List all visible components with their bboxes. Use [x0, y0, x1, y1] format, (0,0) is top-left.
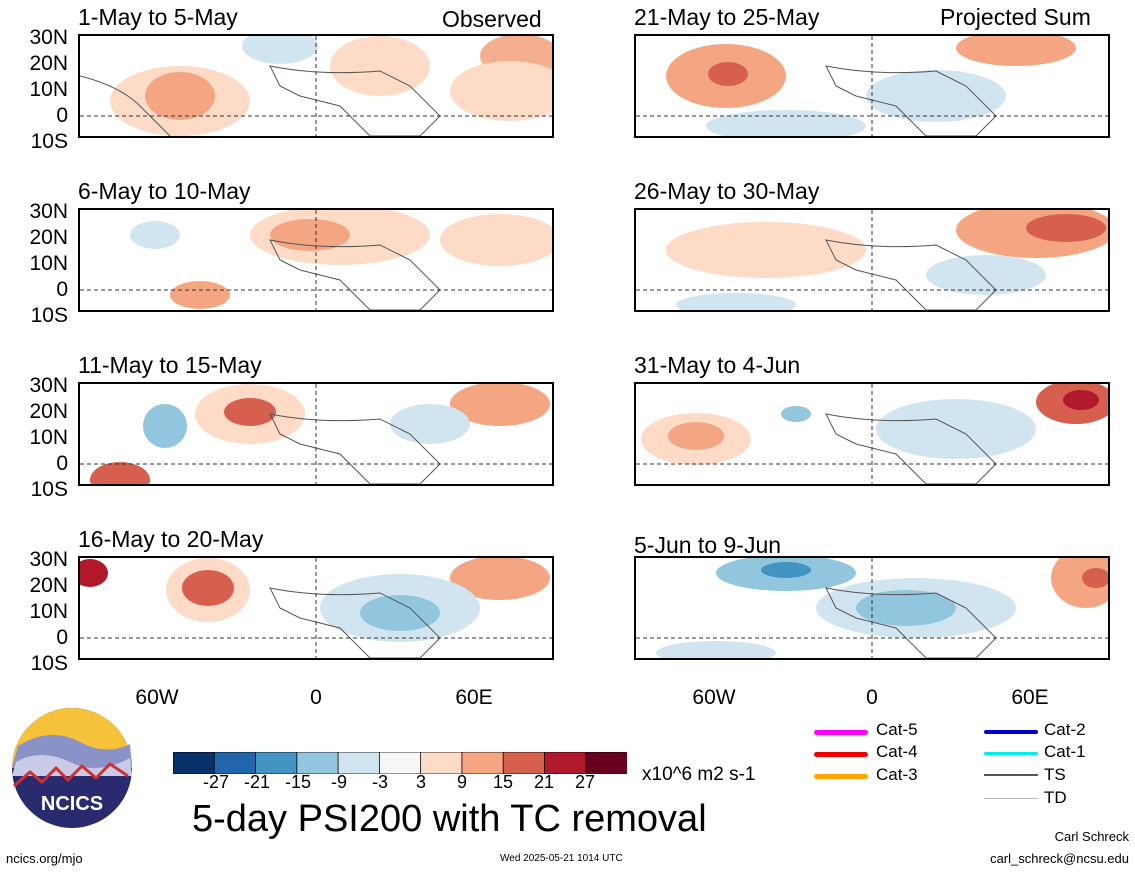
lat-label: 10S	[30, 130, 68, 153]
map-panel-may06-10	[78, 208, 554, 312]
figure-title: 5-day PSI200 with TC removal	[192, 798, 707, 840]
lat-label: 0	[56, 626, 68, 649]
colorbar-swatch	[255, 751, 298, 775]
legend-label: Cat-3	[876, 765, 918, 784]
map-panel-may31-jun04	[634, 382, 1110, 486]
colorbar-label: 3	[415, 772, 426, 792]
colorbar-swatch	[213, 751, 257, 775]
legend-swatch	[984, 752, 1038, 755]
lon-label: 60W	[135, 686, 179, 709]
legend-swatch	[984, 798, 1038, 799]
footer-url: ncics.org/mjo	[6, 851, 83, 866]
colorbar-swatch	[296, 751, 339, 775]
legend-label: Cat-4	[876, 742, 918, 761]
colorbar-swatch	[378, 751, 422, 775]
lat-label: 10S	[30, 652, 68, 675]
panel-title: 1-May to 5-May	[78, 4, 238, 30]
panel-title: 6-May to 10-May	[78, 178, 251, 204]
colorbar-swatch	[502, 751, 546, 775]
colorbar-label: 27	[574, 772, 596, 792]
lat-label: 10N	[29, 78, 68, 101]
lon-label: 60W	[692, 686, 736, 709]
observed-label: Observed	[442, 6, 542, 32]
legend-swatch	[984, 730, 1038, 734]
map-panel-may16-20	[78, 556, 554, 660]
panel-title: 5-Jun to 9-Jun	[634, 532, 782, 558]
colorbar-swatch	[420, 751, 463, 775]
colorbar-label: 15	[492, 772, 514, 792]
legend-label: Cat-2	[1044, 720, 1086, 739]
units-label: x10^6 m2 s-1	[642, 764, 756, 785]
projected-sum-label: Projected Sum	[940, 4, 1091, 30]
lon-label: 0	[866, 686, 878, 709]
colorbar	[172, 751, 628, 779]
colorbar-label: -15	[284, 772, 311, 792]
lat-label: 10S	[30, 478, 68, 501]
colorbar-swatch	[337, 751, 381, 775]
lat-label: 0	[56, 278, 68, 301]
colorbar-swatch	[544, 751, 587, 775]
footer-timestamp: Wed 2025-05-21 1014 UTC	[500, 853, 623, 864]
panel-title: 26-May to 30-May	[634, 178, 820, 204]
lat-label: 0	[56, 452, 68, 475]
legend-swatch	[814, 730, 868, 735]
panel-title: 16-May to 20-May	[78, 526, 264, 552]
footer-author: Carl Schreck	[1054, 829, 1129, 844]
lat-label: 0	[56, 104, 68, 127]
legend-swatch	[814, 752, 868, 757]
lon-label: 60E	[1011, 686, 1049, 709]
lat-label: 30N	[29, 374, 68, 397]
lat-label: 20N	[29, 52, 68, 75]
panel-title: 11-May to 15-May	[78, 352, 262, 378]
panel-title: 31-May to 4-Jun	[634, 352, 801, 378]
lat-label: 20N	[29, 226, 68, 249]
colorbar-label: -3	[371, 772, 388, 792]
colorbar-label: -27	[202, 772, 229, 792]
lat-label: 30N	[29, 200, 68, 223]
colorbar-label: -21	[243, 772, 270, 792]
lon-label: 60E	[455, 686, 493, 709]
panel-title: 21-May to 25-May	[634, 4, 820, 30]
colorbar-swatch	[461, 751, 505, 775]
map-panel-jun05-09	[634, 556, 1110, 660]
colorbar-label: 21	[533, 772, 555, 792]
legend-swatch	[984, 774, 1038, 776]
lat-label: 20N	[29, 574, 68, 597]
lat-label: 20N	[29, 400, 68, 423]
legend-label: TS	[1044, 765, 1066, 784]
colorbar-label: 9	[456, 772, 467, 792]
legend-label: TD	[1044, 788, 1067, 807]
lon-label: 0	[310, 686, 322, 709]
map-panel-may01-05	[78, 34, 554, 138]
map-panel-may11-15	[78, 382, 554, 486]
legend-label: Cat-5	[876, 720, 918, 739]
legend-label: Cat-1	[1044, 742, 1086, 761]
footer-email: carl_schreck@ncsu.edu	[990, 851, 1129, 866]
ncics-logo: NCICS	[10, 706, 134, 835]
lat-label: 10N	[29, 252, 68, 275]
lat-label: 30N	[29, 548, 68, 571]
colorbar-label: -9	[330, 772, 347, 792]
lat-label: 10N	[29, 426, 68, 449]
map-panel-may26-30	[634, 208, 1110, 312]
lat-label: 30N	[29, 26, 68, 49]
colorbar-swatch	[585, 751, 628, 775]
colorbar-swatch	[172, 751, 216, 775]
lat-label: 10S	[30, 304, 68, 327]
logo-text: NCICS	[41, 793, 103, 815]
lat-label: 10N	[29, 600, 68, 623]
map-panel-may21-25	[634, 34, 1110, 138]
legend-swatch	[814, 774, 868, 779]
